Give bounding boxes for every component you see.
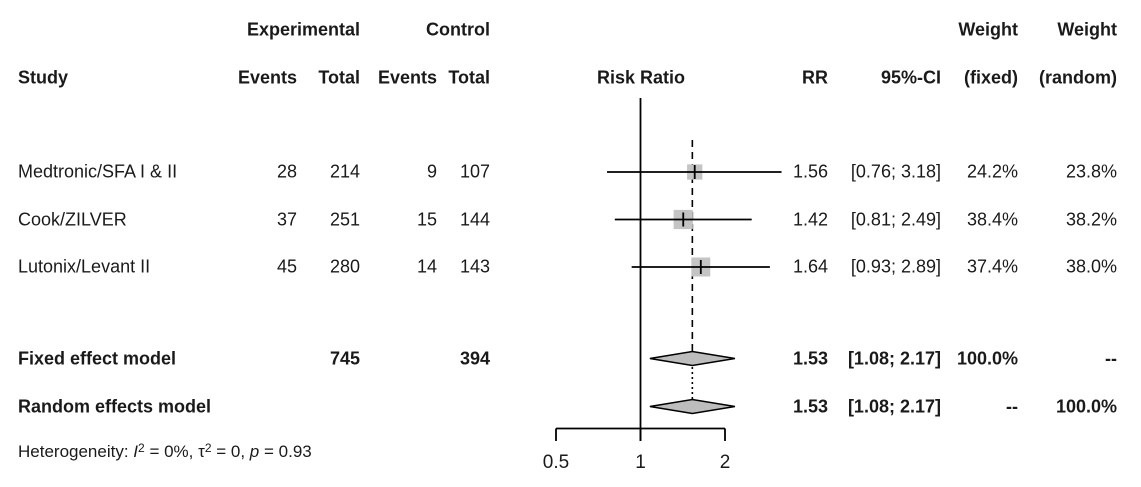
ci-value: [1.08; 2.17]	[847, 396, 941, 417]
col-header-group-experimental: Experimental	[246, 19, 360, 40]
summary-name: Random effects model	[18, 396, 212, 417]
ci-value: [0.81; 2.49]	[850, 209, 941, 230]
col-header-group-control: Control	[426, 19, 490, 40]
weight-fixed-value: 38.4%	[966, 209, 1018, 230]
control-total: 107	[459, 161, 490, 182]
weight-random-value: --	[1105, 348, 1117, 369]
rr-value: 1.42	[792, 209, 828, 230]
experimental-total: 745	[329, 348, 360, 369]
experimental-total: 251	[329, 209, 360, 230]
summary-diamond	[649, 398, 736, 415]
het-segment: 2	[204, 441, 212, 456]
control-events: 14	[416, 256, 437, 277]
col-header-total-control: Total	[448, 67, 490, 88]
study-name: Medtronic/SFA I & II	[18, 161, 178, 182]
rr-value: 1.53	[792, 348, 828, 369]
ci-value: [1.08; 2.17]	[847, 348, 941, 369]
summary-name: Fixed effect model	[18, 348, 177, 369]
col-header-weight-fixed-top: Weight	[958, 19, 1018, 40]
experimental-events: 45	[276, 256, 297, 277]
control-total: 143	[459, 256, 490, 277]
weight-fixed-value: 24.2%	[966, 161, 1018, 182]
col-header-total-experimental: Total	[318, 67, 360, 88]
het-segment: p	[249, 442, 260, 462]
experimental-total: 280	[329, 256, 360, 277]
study-name: Cook/ZILVER	[18, 209, 127, 230]
control-total: 144	[459, 209, 490, 230]
col-header-weight-random: (random)	[1039, 67, 1117, 88]
col-header-weight-random-top: Weight	[1057, 19, 1117, 40]
het-segment: 2	[138, 441, 145, 456]
axis-tick-label: 1	[635, 452, 646, 474]
het-segment: = 0.93	[259, 442, 312, 462]
rr-value: 1.53	[792, 396, 828, 417]
het-segment: Heterogeneity:	[18, 442, 134, 462]
summary-diamond	[649, 350, 736, 367]
control-events: 15	[416, 209, 437, 230]
het-segment: = 0%,	[144, 442, 199, 462]
experimental-events: 28	[276, 161, 297, 182]
axis-tick-label: 0.5	[542, 452, 570, 474]
weight-fixed-value: 37.4%	[966, 256, 1018, 277]
ci-value: [0.76; 3.18]	[850, 161, 941, 182]
weight-random-value: 38.0%	[1065, 256, 1117, 277]
col-header-ci: 95%-CI	[880, 67, 941, 88]
study-name: Lutonix/Levant II	[18, 256, 151, 277]
experimental-events: 37	[276, 209, 297, 230]
col-header-rr: RR	[802, 67, 828, 88]
col-header-study: Study	[18, 67, 69, 88]
weight-random-value: 38.2%	[1065, 209, 1117, 230]
col-header-risk-ratio: Risk Ratio	[596, 67, 686, 88]
weight-fixed-value: --	[1006, 396, 1018, 417]
het-segment: I	[133, 442, 139, 462]
experimental-total: 214	[329, 161, 360, 182]
rr-value: 1.56	[792, 161, 828, 182]
het-segment: = 0,	[211, 442, 250, 462]
control-events: 9	[426, 161, 437, 182]
control-total: 394	[459, 348, 490, 369]
rr-value: 1.64	[792, 256, 828, 277]
axis-tick-label: 2	[719, 452, 731, 474]
col-header-events-control: Events	[377, 67, 437, 88]
weight-fixed-value: 100.0%	[956, 348, 1018, 369]
ci-value: [0.93; 2.89]	[850, 256, 941, 277]
het-segment: τ	[198, 442, 205, 462]
heterogeneity-note: Heterogeneity: I2 = 0%, τ2 = 0, p = 0.93	[18, 441, 312, 462]
col-header-events-experimental: Events	[237, 67, 297, 88]
weight-random-value: 100.0%	[1055, 396, 1117, 417]
col-header-weight-fixed: (fixed)	[964, 67, 1018, 88]
weight-random-value: 23.8%	[1065, 161, 1117, 182]
